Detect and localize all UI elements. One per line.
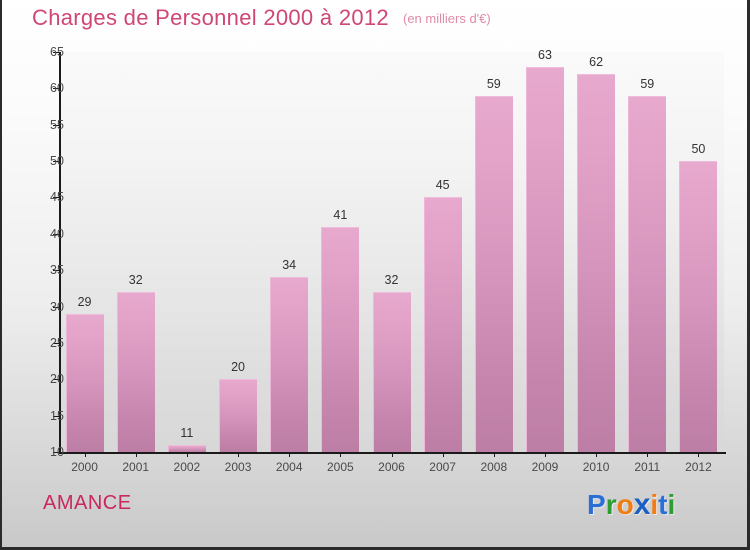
y-axis-tick [53,52,61,53]
bar[interactable] [628,95,667,452]
chart-plot-wrapper: 10 15 20 25 30 35 40 45 50 55 60 65 2000 2001 2002 200… [50,45,726,474]
bar-value-label: 20 [231,360,245,375]
bar-value-label: 41 [333,207,348,222]
logo-letter-o: o [616,489,634,520]
bar[interactable] [577,73,616,452]
bar-value-label: 32 [128,273,143,287]
x-axis-tick [135,452,137,457]
bar[interactable] [372,292,411,452]
y-axis-tick [53,233,61,235]
x-axis-tick [84,452,86,457]
x-axis-label: 2008 [480,460,508,474]
bar-value-label: 62 [589,54,604,69]
bar[interactable] [423,197,462,452]
x-axis-line [59,452,726,454]
y-axis-tick [53,306,61,308]
bar[interactable] [525,66,564,452]
x-axis-tick [340,452,342,457]
bar[interactable] [474,95,513,452]
bar-value-label: 11 [180,425,194,440]
bar[interactable] [219,379,258,452]
y-axis-tick [53,197,61,199]
y-axis-tick [53,342,61,344]
bar-value-label: 34 [282,258,297,273]
commune-name: AMANCE [43,492,132,514]
x-axis-label: 2002 [173,460,201,474]
logo-letter-x: x [633,488,651,521]
bar-value-label: 45 [435,178,450,193]
bar[interactable] [116,292,155,452]
proxiti-logo[interactable]: Proxiti [587,488,675,522]
logo-letter-r: r [605,489,617,520]
x-axis-label: 2005 [326,460,354,474]
x-axis-tick [238,452,240,457]
bar-value-label: 32 [384,273,399,287]
x-axis-label: 2003 [224,460,252,474]
x-axis-tick [596,452,598,457]
bar[interactable] [321,226,360,452]
logo-letter-i: i [667,489,676,520]
bar-value-label: 59 [486,76,501,91]
x-axis-label: 2011 [634,460,661,474]
y-axis-line [59,52,61,453]
x-axis-label: 2006 [378,460,405,474]
bar-value-label: 29 [77,294,92,309]
x-axis-label: 2010 [582,460,610,474]
bar[interactable] [65,313,104,452]
bar[interactable] [679,161,718,452]
x-axis-label: 2001 [122,460,150,474]
x-axis-tick [442,452,444,457]
y-axis-tick [53,161,61,163]
bar[interactable] [167,444,206,452]
x-axis-tick [647,452,649,457]
x-axis-tick [544,452,546,457]
bar[interactable] [270,277,309,452]
logo-letter-P: P [587,489,606,520]
x-axis-label: 2012 [685,460,712,474]
logo-letter-t: t [658,489,668,520]
page-title: Charges de Personnel 2000 à 2012 [32,5,389,30]
y-axis-tick [53,379,61,381]
x-axis-tick [391,452,393,457]
y-axis-tick [53,124,61,126]
y-axis-tick [53,88,61,90]
x-axis-label: 2007 [429,460,456,474]
logo-letter-i: i [650,489,659,520]
x-axis-label: 2004 [275,460,303,474]
chart-footer: AMANCE Proxiti [2,478,747,547]
y-axis-tick [53,415,61,417]
x-axis-tick [698,452,700,457]
x-axis-label: 2009 [531,460,559,474]
x-axis-label: 2000 [71,460,98,474]
y-axis-tick [53,452,61,453]
chart-header: Charges de Personnel 2000 à 2012 (en mil… [2,0,747,36]
x-axis-tick [186,452,188,457]
x-axis-tick [289,452,291,457]
x-axis-tick [493,452,495,457]
chart-unit-subtitle: (en milliers d'€) [402,10,491,26]
bar-value-label: 63 [538,47,552,62]
bar-value-label: 50 [691,142,706,157]
y-axis-tick [53,270,61,272]
bar-value-label: 59 [640,76,655,91]
